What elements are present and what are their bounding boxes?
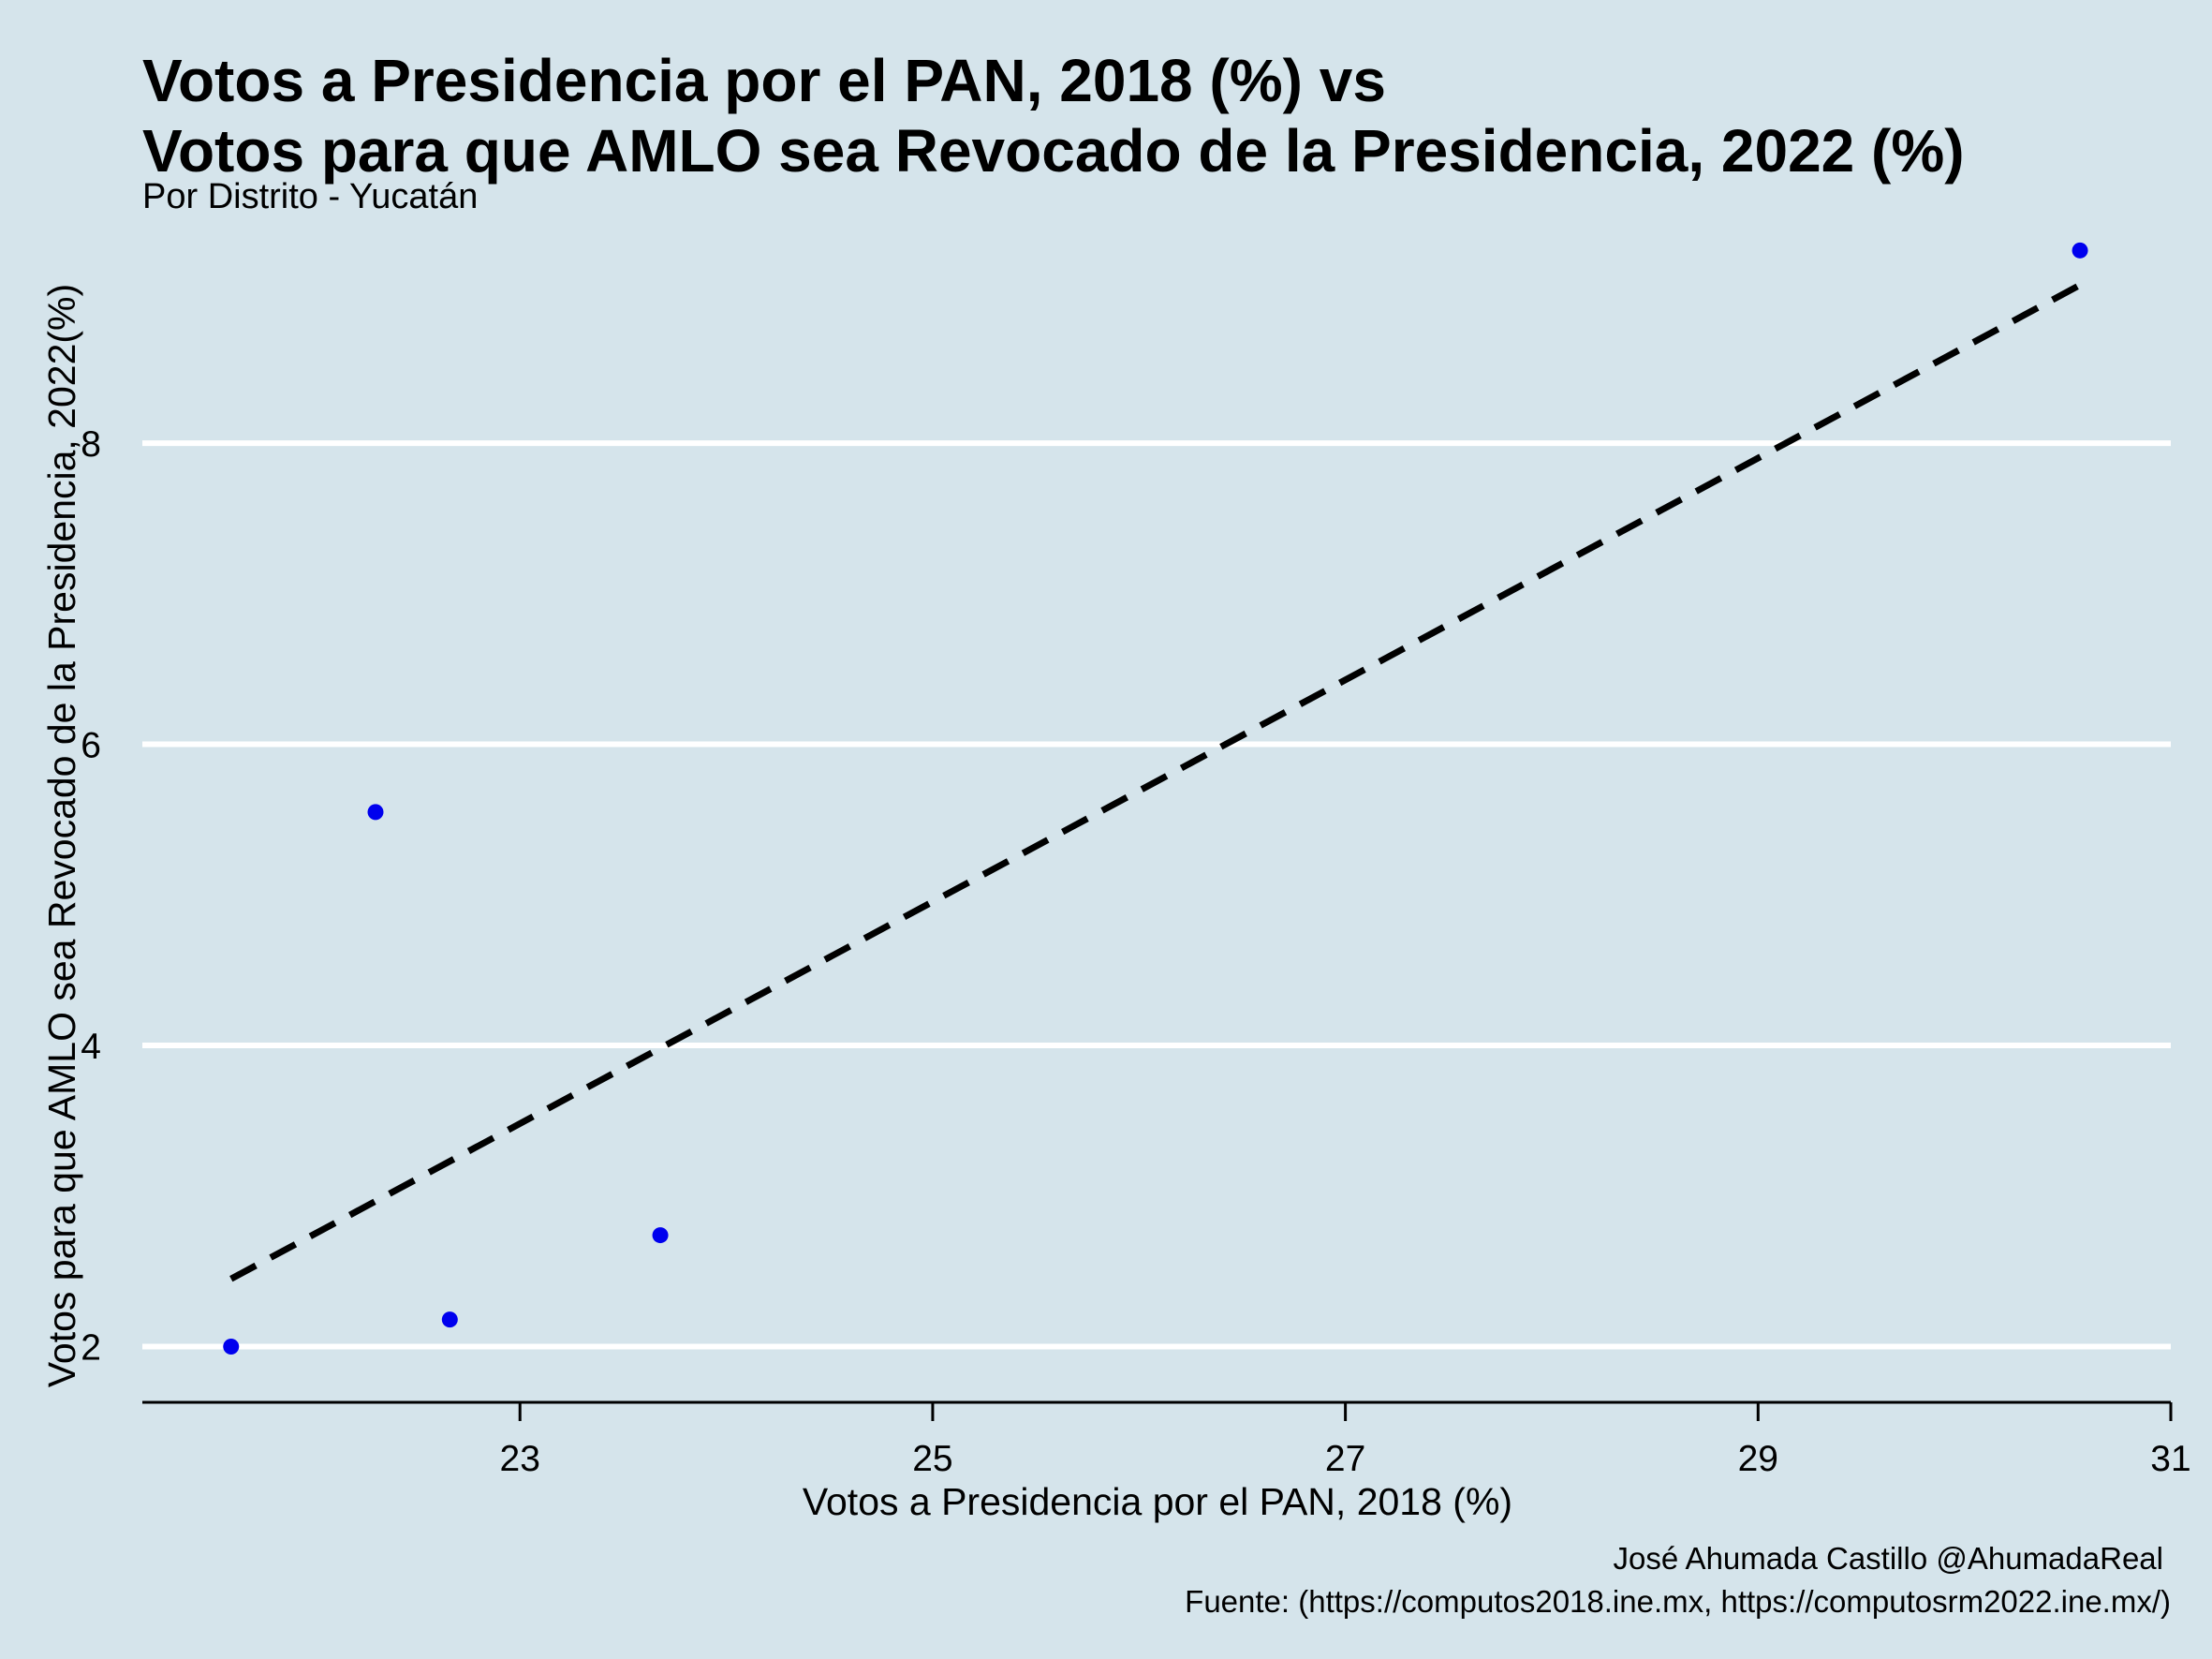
data-point-5 [2072, 242, 2088, 259]
trend-line [229, 282, 2082, 1282]
x-tick-label-25: 25 [912, 1439, 952, 1479]
x-axis-label: Votos a Presidencia por el PAN, 2018 (%) [803, 1480, 1512, 1523]
y-tick-label-8: 8 [81, 424, 101, 465]
data-point-4 [652, 1227, 669, 1244]
y-tick-label-2: 2 [81, 1328, 101, 1369]
y-tick-label-4: 4 [81, 1027, 101, 1067]
data-points [223, 242, 2088, 1355]
gridlines [142, 440, 2171, 1350]
chart-subtitle: Por Distrito - Yucatán [142, 177, 478, 216]
chart-title-line2: Votos para que AMLO sea Revocado de la P… [142, 117, 1965, 185]
data-point-3 [441, 1311, 458, 1328]
x-tick-label-29: 29 [1738, 1439, 1778, 1479]
trend-line-group [229, 282, 2082, 1282]
x-tick-label-23: 23 [500, 1439, 540, 1479]
y-axis-ticks: 2 4 6 8 [81, 424, 101, 1368]
chart-title-line1: Votos a Presidencia por el PAN, 2018 (%)… [142, 47, 1386, 114]
data-point-2 [367, 804, 384, 821]
y-axis-label: Votos para que AMLO sea Revocado de la P… [40, 284, 83, 1387]
caption-author: José Ahumada Castillo @AhumadaReal [1614, 1541, 2164, 1576]
data-point-1 [223, 1339, 240, 1355]
x-tick-label-31: 31 [2150, 1439, 2190, 1479]
y-tick-label-6: 6 [81, 726, 101, 766]
caption-source: Fuente: (https://computos2018.ine.mx, ht… [1185, 1584, 2171, 1619]
x-tick-label-27: 27 [1325, 1439, 1365, 1479]
x-axis: 23 25 27 29 31 [142, 1400, 2191, 1479]
